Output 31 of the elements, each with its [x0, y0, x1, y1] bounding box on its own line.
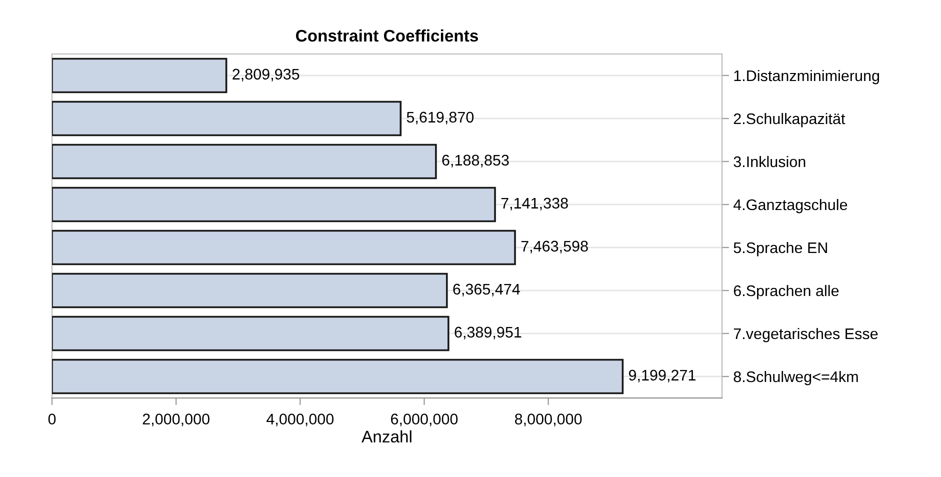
bar: [52, 358, 624, 394]
bar: [52, 316, 450, 352]
x-tick-label: 8,000,000: [514, 414, 582, 426]
data-label: 7,141,338: [501, 198, 568, 210]
y-tick-label: 3.Inklusion: [734, 156, 806, 168]
y-tick-label: 2.Schulkapazität: [734, 112, 846, 128]
bar: [52, 100, 402, 136]
x-tick-label: 0: [48, 414, 56, 424]
y-tick-label: 6.Sprachen alle: [734, 284, 839, 300]
y-tick-label: 4.Ganztagschule: [733, 198, 848, 214]
y-tick-label: 8.Schulweg<=4km: [734, 370, 858, 386]
x-tick-label: 6,000,000: [391, 414, 458, 426]
x-tick-label: 4,000,000: [266, 414, 334, 426]
bar: [52, 272, 448, 308]
data-label: 6,188,853: [442, 154, 509, 168]
x-axis-title: Anzahl: [362, 430, 412, 443]
y-tick-label: 1.Distanzminimierung: [734, 70, 880, 84]
data-label: 6,365,474: [453, 284, 520, 296]
data-label: 6,389,951: [454, 326, 522, 340]
data-label: 2,809,935: [232, 68, 300, 82]
bar: [52, 58, 228, 94]
data-label: 5,619,870: [406, 112, 474, 124]
bar: [52, 230, 516, 266]
chart-title: Constraint Coefficients: [296, 29, 478, 42]
y-tick-label: 5.Sprache EN: [734, 242, 827, 256]
bar: [52, 144, 437, 180]
data-label: 9,199,271: [628, 370, 696, 382]
x-tick-label: 2,000,000: [142, 414, 210, 426]
y-tick-label: 7.vegetarisches Esse: [734, 328, 878, 342]
bar: [52, 186, 496, 222]
data-label: 7,463,598: [521, 240, 588, 254]
